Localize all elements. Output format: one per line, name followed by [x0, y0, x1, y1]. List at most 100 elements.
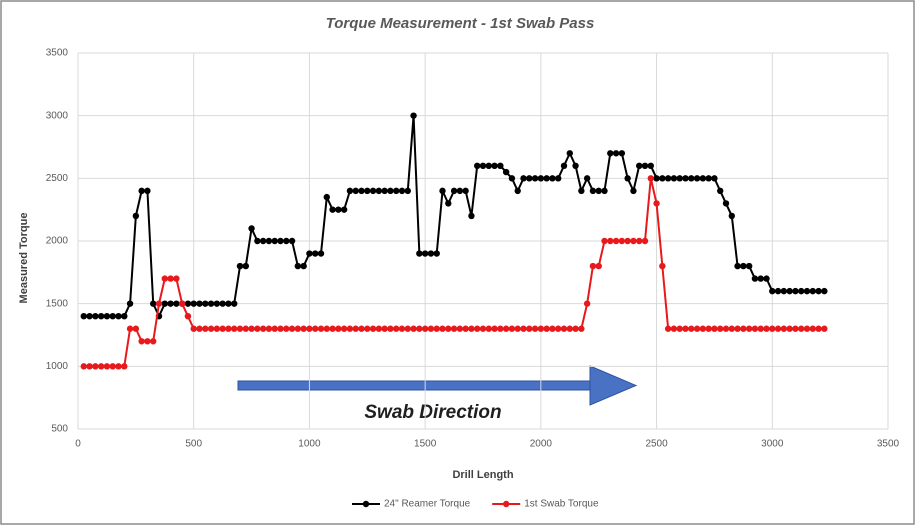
data-point: [636, 237, 643, 245]
data-point: [340, 325, 348, 332]
data-point: [693, 325, 701, 332]
data-point: [722, 200, 730, 207]
data-point: [167, 275, 174, 282]
data-point: [734, 325, 741, 332]
data-point: [358, 187, 365, 195]
data-point: [242, 262, 249, 270]
data-point: [682, 325, 689, 332]
data-point: [769, 287, 776, 295]
data-point: [468, 325, 475, 332]
data-point: [92, 313, 99, 320]
data-point: [329, 325, 336, 332]
data-point: [693, 175, 701, 182]
y-tick-label: 2500: [46, 173, 69, 184]
data-point: [86, 363, 93, 370]
data-point: [641, 162, 649, 169]
data-point: [80, 313, 87, 320]
data-point: [248, 325, 255, 332]
data-point: [306, 250, 313, 257]
data-point: [248, 225, 255, 232]
data-point: [688, 175, 695, 182]
data-point: [126, 325, 134, 332]
data-point: [560, 162, 568, 169]
data-point: [161, 300, 168, 307]
data-point: [462, 325, 469, 332]
data-point: [745, 262, 753, 270]
data-point: [393, 325, 400, 332]
data-point: [190, 325, 197, 332]
data-point: [150, 300, 157, 307]
data-point: [456, 187, 464, 195]
data-point: [792, 325, 799, 332]
x-axis-label: Drill Length: [452, 469, 513, 481]
data-point: [502, 325, 510, 332]
data-point: [722, 325, 730, 332]
data-point: [375, 187, 383, 195]
data-point: [288, 325, 296, 332]
data-point: [711, 175, 718, 182]
data-point: [792, 287, 799, 295]
data-point: [369, 325, 377, 332]
data-point: [97, 313, 105, 320]
data-point: [676, 325, 683, 332]
data-point: [219, 300, 226, 307]
data-point: [207, 325, 215, 332]
data-point: [387, 325, 394, 332]
data-point: [705, 175, 712, 182]
data-point: [821, 287, 828, 295]
data-point: [421, 325, 429, 332]
data-point: [173, 300, 180, 307]
data-point: [653, 200, 660, 207]
data-point: [520, 175, 527, 182]
data-point: [497, 162, 504, 169]
data-point: [572, 325, 579, 332]
data-point: [207, 300, 215, 307]
data-point: [740, 262, 747, 270]
data-point: [531, 175, 539, 182]
data-point: [809, 287, 816, 295]
data-point: [526, 175, 533, 182]
data-point: [711, 325, 718, 332]
data-point: [815, 287, 822, 295]
data-point: [780, 287, 788, 295]
data-point: [213, 300, 221, 307]
data-point: [97, 363, 105, 370]
data-point: [815, 325, 822, 332]
data-point: [427, 325, 435, 332]
data-point: [497, 325, 504, 332]
data-point: [294, 262, 302, 270]
data-point: [688, 325, 695, 332]
legend-marker: [362, 500, 370, 508]
data-point: [254, 325, 261, 332]
data-point: [578, 325, 585, 332]
data-point: [468, 212, 475, 220]
data-point: [780, 325, 788, 332]
data-point: [196, 325, 203, 332]
x-tick-label: 3000: [761, 439, 784, 450]
data-point: [589, 262, 597, 270]
x-tick-label: 1500: [414, 439, 437, 450]
data-point: [219, 325, 226, 332]
data-point: [769, 325, 776, 332]
y-tick-label: 500: [51, 424, 68, 435]
data-point: [109, 363, 116, 370]
data-point: [607, 150, 614, 157]
data-point: [601, 187, 608, 195]
data-point: [751, 275, 759, 282]
data-point: [178, 300, 186, 307]
data-point: [491, 162, 498, 169]
data-point: [479, 162, 487, 169]
data-point: [300, 325, 307, 332]
data-point: [647, 162, 654, 169]
data-point: [236, 262, 244, 270]
data-point: [335, 325, 342, 332]
data-point: [717, 325, 724, 332]
data-point: [439, 325, 446, 332]
chart-title: Torque Measurement - 1st Swab Pass: [326, 15, 595, 32]
y-tick-label: 3000: [46, 110, 69, 121]
x-tick-label: 500: [185, 439, 202, 450]
legend-label: 1st Swab Torque: [524, 499, 599, 510]
data-point: [300, 262, 307, 270]
data-point: [184, 300, 192, 307]
